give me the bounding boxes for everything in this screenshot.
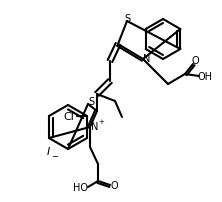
Text: O: O: [110, 180, 118, 190]
Text: HO: HO: [73, 182, 87, 192]
Text: I: I: [46, 146, 50, 156]
Text: S: S: [88, 97, 94, 106]
Text: Cl: Cl: [64, 112, 75, 121]
Text: −: −: [52, 152, 59, 161]
Text: N: N: [143, 54, 151, 64]
Text: OH: OH: [198, 72, 212, 82]
Text: N: N: [91, 121, 99, 131]
Text: +: +: [98, 118, 104, 124]
Text: O: O: [191, 56, 199, 66]
Text: S: S: [124, 14, 130, 24]
